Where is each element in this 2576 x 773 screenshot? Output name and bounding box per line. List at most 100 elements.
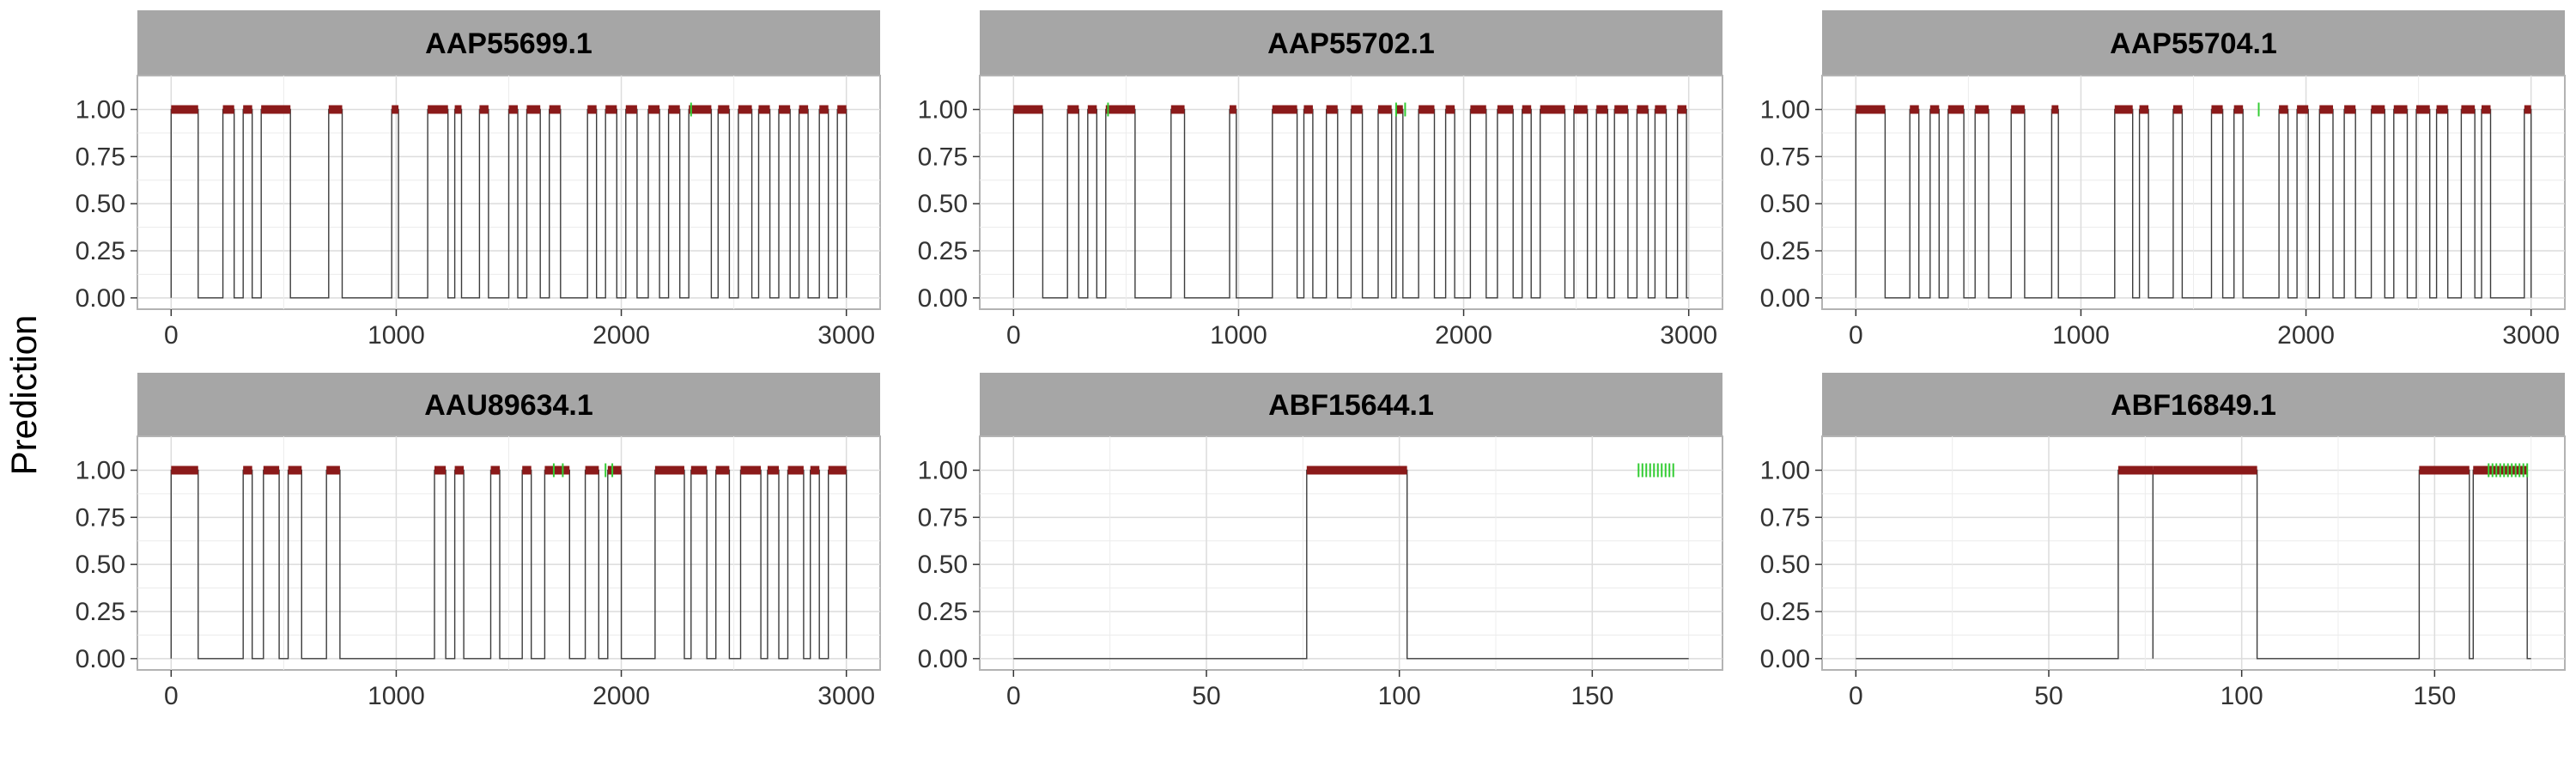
positive-region-mark	[779, 105, 791, 114]
facet-strip	[137, 10, 880, 76]
positive-region-mark	[1105, 105, 1135, 114]
y-tick-label: 0.75	[76, 503, 125, 532]
y-tick-label: 1.00	[1760, 456, 1810, 484]
y-tick-label: 0.50	[76, 551, 125, 579]
y-tick-label: 0.25	[76, 237, 125, 265]
positive-region-mark	[1677, 105, 1687, 114]
positive-region-mark	[243, 466, 252, 475]
positive-region-mark	[2139, 105, 2149, 114]
y-tick-label: 0.75	[918, 503, 968, 532]
y-tick-label: 0.75	[1760, 143, 1810, 171]
positive-region-mark	[2117, 466, 2154, 475]
positive-region-mark	[544, 466, 570, 475]
positive-region-mark	[428, 105, 448, 114]
positive-region-mark	[2172, 105, 2183, 114]
facet-title: AAP55702.1	[1267, 27, 1435, 60]
positive-region-mark	[605, 105, 617, 114]
positive-region-mark	[328, 105, 343, 114]
positive-region-mark	[2371, 105, 2385, 114]
plot-panel	[979, 435, 1723, 671]
positive-region-mark	[1395, 105, 1403, 114]
y-axis-label: Prediction	[3, 315, 44, 476]
facet-panel: AAU89634.1 0.00 0.25 0.50 0.75 1.00 0 1000 2000 3…	[76, 373, 881, 710]
facet-strip	[980, 10, 1722, 76]
x-tick-label: 2000	[1435, 321, 1492, 350]
x-tick-label: 1000	[2052, 321, 2110, 350]
positive-region-mark	[1229, 105, 1236, 114]
facet-panel: ABF16849.1 0.00 0.25 0.50 0.75 1.00 0 50 100 150	[1760, 373, 2566, 710]
positive-region-mark	[1596, 105, 1608, 114]
facet-strip	[1822, 373, 2565, 436]
facet-panel: AAP55702.1 0.00 0.25 0.50 0.75 1.00 0 1000 2000 3…	[918, 10, 1723, 350]
facet-title: ABF15644.1	[1268, 389, 1434, 422]
y-tick-label: 0.00	[1760, 284, 1810, 313]
positive-region-mark	[2319, 105, 2334, 114]
y-tick-label: 1.00	[76, 95, 125, 124]
positive-region-mark	[799, 105, 809, 114]
positive-region-mark	[526, 105, 541, 114]
positive-region-mark	[171, 105, 198, 114]
positive-region-mark	[654, 466, 684, 475]
positive-region-mark	[718, 105, 730, 114]
positive-region-mark	[1637, 105, 1649, 114]
y-tick-label: 0.00	[76, 645, 125, 673]
positive-region-mark	[326, 466, 340, 475]
y-tick-label: 0.50	[1760, 190, 1810, 218]
x-tick-label: 0	[164, 682, 179, 710]
x-tick-label: 2000	[592, 321, 650, 350]
x-tick-label: 0	[1849, 321, 1863, 350]
x-tick-label: 0	[1006, 321, 1021, 350]
positive-region-mark	[810, 466, 820, 475]
y-tick-label: 0.00	[918, 284, 968, 313]
positive-region-mark	[222, 105, 234, 114]
positive-region-mark	[288, 466, 302, 475]
positive-region-mark	[715, 466, 730, 475]
x-tick-label: 1000	[368, 682, 425, 710]
positive-region-mark	[2344, 105, 2356, 114]
x-tick-label: 3000	[817, 682, 875, 710]
positive-region-mark	[261, 105, 291, 114]
facet-title: ABF16849.1	[2111, 389, 2276, 422]
plot-panel	[1821, 435, 2566, 671]
positive-region-mark	[2416, 105, 2430, 114]
positive-region-mark	[1087, 105, 1097, 114]
positive-region-mark	[1170, 105, 1185, 114]
positive-region-mark	[767, 466, 780, 475]
positive-region-mark	[740, 466, 762, 475]
facet-strip	[137, 373, 880, 436]
positive-region-mark	[1445, 105, 1455, 114]
x-tick-label: 3000	[1660, 321, 1717, 350]
x-tick-label: 50	[1192, 682, 1220, 710]
positive-region-mark	[549, 105, 561, 114]
positive-region-mark	[1272, 105, 1297, 114]
positive-region-mark	[585, 466, 599, 475]
positive-region-mark	[2051, 105, 2059, 114]
positive-region-mark	[2233, 105, 2244, 114]
facet-title: AAU89634.1	[424, 389, 593, 422]
facet-title: AAP55699.1	[425, 27, 592, 60]
positive-region-mark	[2524, 105, 2531, 114]
y-tick-label: 0.50	[76, 190, 125, 218]
positive-region-mark	[1947, 105, 1965, 114]
positive-region-mark	[1522, 105, 1532, 114]
positive-region-mark	[454, 105, 462, 114]
facet-panel: ABF15644.1 0.00 0.25 0.50 0.75 1.00 0 50 100 150	[918, 373, 1723, 710]
positive-region-mark	[1655, 105, 1667, 114]
positive-region-mark	[522, 466, 532, 475]
facet-title: AAP55704.1	[2110, 27, 2277, 60]
positive-region-mark	[1910, 105, 1919, 114]
y-tick-label: 0.50	[918, 551, 968, 579]
x-tick-label: 100	[2221, 682, 2263, 710]
positive-region-mark	[587, 105, 597, 114]
x-tick-label: 0	[164, 321, 179, 350]
positive-region-mark	[758, 105, 770, 114]
positive-region-mark	[479, 105, 489, 114]
y-tick-label: 1.00	[1760, 95, 1810, 124]
positive-region-mark	[2482, 105, 2491, 114]
positive-region-mark	[392, 105, 399, 114]
x-tick-label: 3000	[817, 321, 875, 350]
facet-strip	[1822, 10, 2565, 76]
positive-region-mark	[689, 105, 712, 114]
y-tick-label: 0.75	[76, 143, 125, 171]
y-tick-label: 1.00	[76, 456, 125, 484]
